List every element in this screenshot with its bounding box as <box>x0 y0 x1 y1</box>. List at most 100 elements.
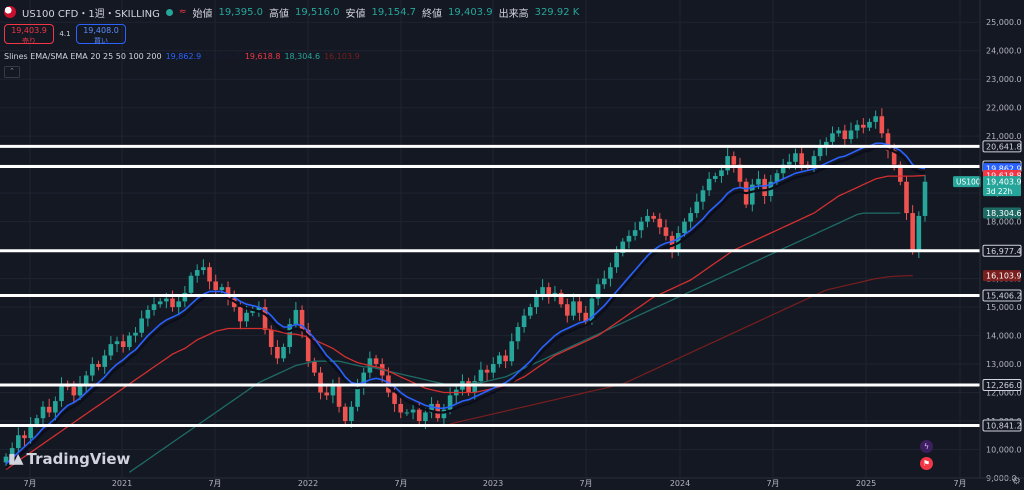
sell-button[interactable]: 19,403.9 売り <box>4 24 54 45</box>
candle-body <box>213 281 219 290</box>
candle-body <box>53 401 58 413</box>
ema20-line <box>5 142 926 465</box>
alert-icon[interactable]: ≈ <box>178 7 187 17</box>
candle-body <box>527 307 533 316</box>
candle-body <box>120 341 126 347</box>
y-tick-label: 12,000.0 <box>986 389 1022 398</box>
x-tick-label: 2024 <box>670 479 690 488</box>
us-flag-icon <box>4 6 16 18</box>
buy-button[interactable]: 19,408.0 買い <box>76 24 126 45</box>
price-label-bg <box>982 244 1022 257</box>
tradingview-logo: ▮▲ TradingView <box>8 450 130 468</box>
candle-body <box>799 153 804 165</box>
ema200-line <box>449 275 913 425</box>
candle-body <box>281 346 286 359</box>
candle-body <box>719 170 724 177</box>
indicator-value-2: 19,935.8 <box>205 52 241 61</box>
candle-body <box>133 332 138 336</box>
candle-body <box>583 312 589 322</box>
candle-body <box>164 298 169 302</box>
candle-body <box>879 116 885 134</box>
candle-body <box>885 133 891 151</box>
candle-body <box>817 147 823 157</box>
candle-body <box>608 267 613 279</box>
candle-body <box>762 178 767 196</box>
symbol-tag: US100 <box>956 178 981 187</box>
candle-body <box>830 133 835 142</box>
collapse-legend-icon[interactable]: ⌃ <box>4 66 20 78</box>
candle-body <box>268 329 274 347</box>
candle-body <box>589 298 595 322</box>
candle-body <box>287 324 293 347</box>
candle-body <box>811 156 817 168</box>
candle-body <box>398 403 404 413</box>
y-tick-label: 10,000.0 <box>986 446 1022 455</box>
candle-body <box>373 358 379 365</box>
candle-body <box>435 403 441 419</box>
candle-body <box>9 448 15 457</box>
candle-body <box>157 301 163 305</box>
flag-event-icon[interactable]: ⚑ <box>920 457 933 470</box>
high-value: 19,516.0 <box>294 6 340 18</box>
candle-body <box>737 164 743 182</box>
candle-body <box>114 341 120 345</box>
candle-body <box>898 164 903 182</box>
candle-body <box>16 435 21 449</box>
ema25-line <box>5 146 926 469</box>
settings-gear-icon[interactable]: ⚙ <box>1012 476 1021 487</box>
candle-body <box>478 369 484 382</box>
candle-body <box>750 184 755 205</box>
candle-body <box>441 409 447 419</box>
y-tick-label: 24,000.0 <box>986 47 1022 56</box>
candle-body <box>645 215 650 222</box>
sell-price: 19,403.9 <box>11 26 47 35</box>
candle-body <box>108 344 114 356</box>
candle-body <box>873 116 878 122</box>
candle-body <box>275 346 280 359</box>
candle-body <box>404 412 410 414</box>
price-label: 19,862.9 <box>986 165 1022 174</box>
symbol-title[interactable]: US100 CFD・1週・SKILLING <box>22 8 160 20</box>
candle-body <box>145 309 151 319</box>
indicator-value-4: 18,304.6 <box>284 52 321 61</box>
lightning-icon[interactable]: ϟ <box>920 440 933 453</box>
candle-body <box>910 213 915 251</box>
candle-body <box>423 412 428 422</box>
candle-body <box>861 124 866 128</box>
candle-body <box>324 392 330 396</box>
candle-body <box>706 178 712 191</box>
close-label: 終値 <box>422 8 443 20</box>
candle-body <box>558 292 564 305</box>
candle-body <box>546 287 552 296</box>
candle-body <box>416 409 422 422</box>
sell-label: 売り <box>22 37 36 45</box>
x-tick-label: 2022 <box>298 479 318 488</box>
candle-body <box>194 270 200 276</box>
candle-body <box>497 355 502 365</box>
candle-body <box>28 423 33 439</box>
close-value: 19,403.9 <box>448 6 493 18</box>
price-label: 19,403.9 <box>986 178 1022 187</box>
indicator-legend[interactable]: Slines EMA/SMA EMA 20 25 50 100 200 19,8… <box>4 52 360 61</box>
y-tick-label: 18,000.0 <box>986 218 1022 227</box>
candle-body <box>244 312 249 322</box>
candle-body <box>71 386 77 396</box>
candle-body <box>867 121 872 128</box>
price-label-bg <box>982 378 1022 391</box>
candle-body <box>638 221 644 231</box>
y-tick-label: 13,000.0 <box>986 360 1022 369</box>
candle-body <box>509 341 515 362</box>
price-label: 19,618.8 <box>986 172 1022 181</box>
candle-body <box>312 361 317 373</box>
candle-body <box>139 318 144 333</box>
candle-body <box>675 233 681 251</box>
candle-body <box>725 156 730 171</box>
x-tick-label: 7月 <box>208 479 221 488</box>
candle-body <box>787 161 792 165</box>
price-label: 15,406.2 <box>986 292 1022 301</box>
candle-body <box>780 164 786 174</box>
high-label: 高値 <box>268 8 289 20</box>
indicator-value-3: 19,618.8 <box>244 52 281 61</box>
candle-body <box>256 307 262 310</box>
